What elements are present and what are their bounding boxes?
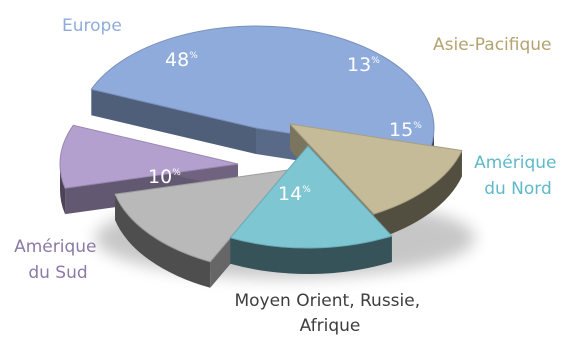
label-moyen-orient: Moyen Orient, Russie, Afrique [234,291,425,336]
label-europe: Europe [62,16,122,36]
slice-rim [115,194,211,288]
slice-2 [229,145,393,274]
slice-top [90,25,435,156]
value-label-amerique-du-sud: 10% [148,166,181,188]
value-label-europe: 48% [165,49,198,71]
value-label-moyen-orient: 14% [278,183,311,205]
pie-slices [59,25,463,288]
slice-rim [230,235,392,274]
slice-top [59,124,239,189]
label-amerique-du-sud: Amérique du Sud [14,237,102,283]
slice-wall [91,89,256,154]
label-amerique-du-nord: Amérique du Nord [474,153,562,199]
label-asie-pacifique: Asie-Pacifique [433,35,552,55]
slice-top [229,145,393,249]
slice-top [288,123,463,215]
value-label-asie-pacifique: 13% [347,54,380,76]
slice-top [114,169,290,263]
value-label-amerique-du-nord: 15% [389,119,422,141]
pie-labels: Europe Asie-Pacifique Amérique du Nord M… [14,16,562,336]
